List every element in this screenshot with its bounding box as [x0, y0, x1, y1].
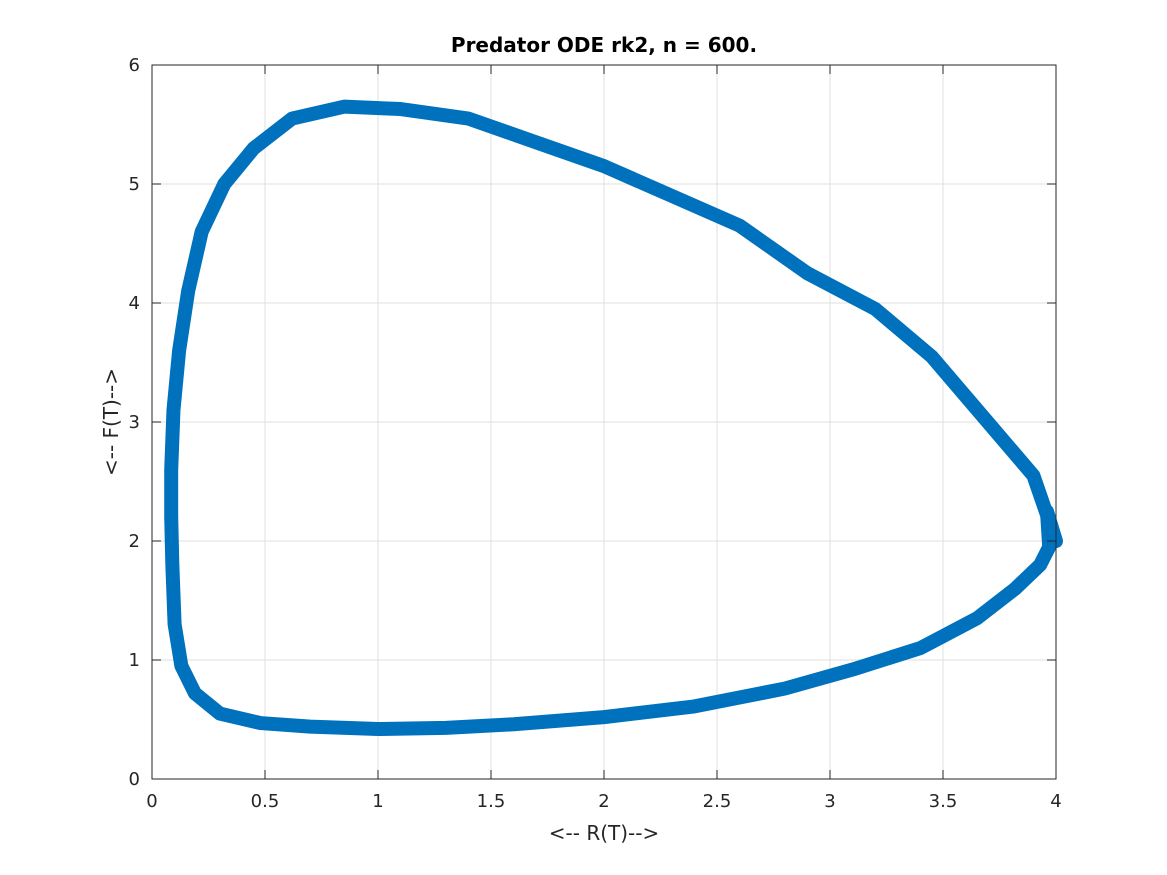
y-tick-label: 0 — [129, 769, 140, 790]
y-tick-label: 4 — [129, 293, 140, 314]
x-axis-label: <-- R(T)--> — [549, 821, 659, 845]
chart-title: Predator ODE rk2, n = 600. — [451, 33, 757, 57]
y-axis-label: <-- F(T)--> — [99, 368, 123, 476]
data-layer — [164, 99, 1063, 737]
x-tick-label: 3.5 — [929, 791, 958, 812]
tick-labels: 0 0.5 1 1.5 2 2.5 3 3.5 4 0 1 2 3 4 5 6 — [129, 55, 1062, 812]
y-tick-label: 5 — [129, 174, 140, 195]
orbit-series-line — [164, 99, 1063, 737]
x-tick-label: 1.5 — [477, 791, 506, 812]
y-tick-label: 1 — [129, 650, 140, 671]
y-tick-label: 3 — [129, 412, 140, 433]
x-tick-label: 0 — [146, 791, 157, 812]
x-tick-label: 2 — [598, 791, 609, 812]
x-tick-label: 0.5 — [251, 791, 280, 812]
x-tick-label: 3 — [824, 791, 835, 812]
x-tick-label: 4 — [1050, 791, 1061, 812]
y-tick-label: 2 — [129, 531, 140, 552]
y-tick-label: 6 — [129, 55, 140, 76]
tick-marks — [151, 64, 1057, 780]
x-tick-label: 1 — [372, 791, 383, 812]
x-tick-label: 2.5 — [703, 791, 732, 812]
